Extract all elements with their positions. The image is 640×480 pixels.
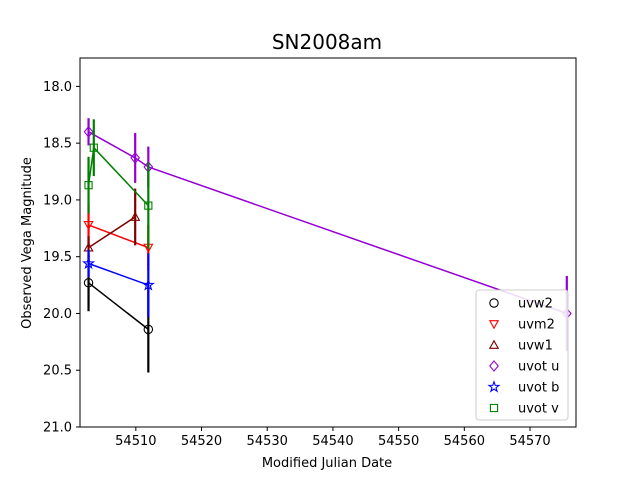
plot-frame: [79, 57, 577, 428]
series-line: [87, 146, 149, 207]
x-tick-label: 54530: [247, 434, 288, 449]
data-point: [130, 211, 141, 221]
legend-label: uvot b: [518, 381, 559, 396]
x-tick-label: 54540: [312, 434, 353, 449]
x-tick-label: 54520: [181, 434, 222, 449]
legend-item: uvm2: [488, 318, 555, 333]
y-tick-label: 19.0: [43, 193, 72, 208]
legend-label: uvm2: [518, 318, 555, 333]
data-point: [83, 278, 94, 288]
y-tick-label: 20.0: [43, 307, 72, 322]
series-uvot-b: [81, 249, 155, 317]
legend-marker: [489, 298, 499, 308]
y-tick-label: 21.0: [43, 421, 72, 436]
plot-area: 54510 54520 54530 54540 54550 54560 54570 18.0 1…: [43, 57, 577, 449]
y-tick-label: 20.5: [43, 364, 72, 379]
data-point: [81, 256, 96, 270]
y-tick-label: 18.5: [43, 137, 72, 152]
series-uvot-v: [84, 119, 153, 249]
x-tick-label: 54570: [509, 434, 550, 449]
legend-label: uvw1: [518, 339, 553, 354]
legend-label: uvw2: [518, 297, 553, 312]
x-axis-label: Modified Julian Date: [262, 456, 392, 471]
legend-box: [475, 289, 569, 421]
legend-marker: [488, 339, 500, 349]
legend-marker: [487, 380, 501, 393]
legend-marker: [489, 403, 499, 413]
series-line: [88, 131, 568, 315]
series-uvw1: [83, 188, 141, 259]
y-tick-label: 19.5: [43, 250, 72, 265]
legend-label: uvot u: [518, 360, 559, 375]
data-point: [141, 278, 155, 291]
series-line: [88, 262, 149, 286]
series-line: [88, 282, 149, 330]
legend-item: uvot v: [489, 402, 559, 417]
legend-item: uvw2: [489, 297, 553, 312]
series-uvw2: [83, 254, 154, 373]
x-tick-label: 54510: [115, 434, 156, 449]
legend-marker: [488, 320, 500, 330]
chart-title: SN2008am: [272, 30, 382, 54]
legend-marker: [489, 360, 499, 372]
y-axis-label: Observed Vega Magnitude: [20, 157, 35, 329]
data-point: [83, 220, 94, 231]
data-point: [144, 201, 153, 210]
data-point: [83, 125, 94, 138]
legend-item: uvot u: [489, 360, 559, 375]
data-point: [130, 152, 141, 164]
series-uvm2: [83, 204, 154, 271]
series-line: [88, 216, 136, 249]
y-tick-label: 18.0: [43, 80, 72, 95]
data-point: [143, 324, 154, 335]
series-line: [88, 224, 149, 249]
legend-item: uvot b: [487, 380, 559, 396]
data-point: [89, 143, 98, 152]
x-tick-label: 54550: [378, 434, 419, 449]
legend: uvw2 uvm2 uvw1 uvot u uvot b uvot v: [475, 289, 569, 421]
legend-label: uvot v: [518, 402, 559, 417]
data-point: [84, 181, 93, 190]
x-tick-label: 54560: [444, 434, 485, 449]
legend-item: uvw1: [488, 339, 553, 354]
